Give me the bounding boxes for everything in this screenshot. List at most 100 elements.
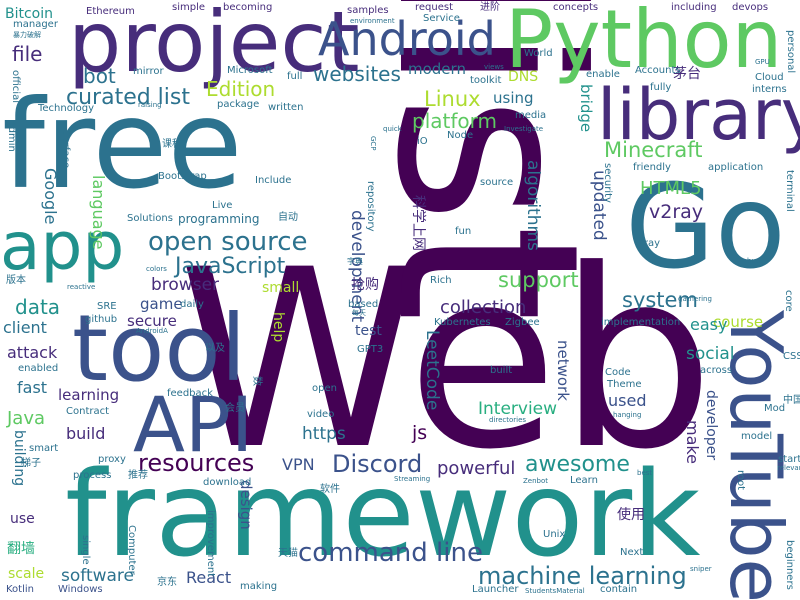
word: mirror	[133, 66, 164, 77]
word: browser	[151, 275, 220, 295]
word: reactive	[67, 283, 96, 291]
word: SRE	[97, 301, 117, 312]
word: single	[80, 535, 91, 565]
word: framework	[65, 445, 701, 583]
word: 进阶	[480, 2, 500, 13]
word: 科学上网	[410, 195, 426, 251]
word: 使用	[617, 507, 645, 523]
word: social	[686, 344, 735, 364]
word: bug	[747, 257, 761, 265]
word: request	[415, 2, 454, 13]
word: app	[0, 208, 125, 285]
word: easy	[690, 315, 728, 334]
word: Android	[318, 12, 496, 66]
word: Streaming	[394, 475, 431, 483]
word: directories	[489, 416, 527, 424]
word: Technology	[38, 103, 95, 114]
word: CSS	[783, 351, 800, 362]
word: 暴力破解	[13, 31, 41, 39]
word: Minecraft	[604, 138, 703, 162]
word: AndroidA	[136, 327, 168, 335]
word: World	[524, 48, 553, 59]
word: 每天	[352, 309, 366, 317]
word: using	[493, 89, 534, 107]
word: GPT3	[357, 344, 384, 355]
word: v2ray	[649, 201, 704, 223]
word: views	[484, 63, 504, 71]
word: interns	[752, 84, 787, 95]
word: 京东	[157, 577, 177, 588]
word: including	[671, 2, 717, 13]
word: Interview	[478, 399, 558, 419]
word: JavaScript	[175, 254, 286, 279]
word: learning	[58, 386, 120, 404]
word: personal	[785, 30, 796, 74]
word: 推荐	[128, 470, 148, 481]
word: based	[348, 299, 379, 310]
word: open	[312, 383, 337, 394]
word: Kotlin	[6, 584, 34, 595]
word: improvement	[205, 510, 216, 578]
word: 翻墙	[7, 541, 35, 557]
word: small	[262, 280, 300, 296]
word: 茅台	[673, 66, 701, 82]
word: powerful	[437, 458, 516, 479]
word: sniper	[690, 565, 712, 573]
word: smart	[29, 443, 59, 454]
word: HTML5	[640, 178, 702, 199]
word: Zenbot	[523, 477, 549, 485]
word: resources	[138, 449, 255, 477]
word: toolkit	[470, 75, 502, 86]
word: Service	[423, 13, 460, 24]
word: hanging	[613, 411, 642, 419]
word: terminal	[784, 170, 795, 212]
word: build	[66, 424, 106, 443]
word: use	[10, 511, 35, 527]
word: Xray	[637, 238, 661, 249]
word: Accounts	[635, 65, 681, 76]
word: core	[783, 290, 794, 312]
word: enable	[586, 69, 620, 80]
word: Live	[212, 200, 233, 211]
word: used	[608, 391, 647, 410]
word: Computer	[126, 525, 137, 575]
word: manager	[13, 19, 58, 30]
word: StudentsMaterial	[525, 587, 585, 595]
word: Google	[41, 168, 60, 225]
word: samples	[347, 5, 389, 16]
word: GPU	[755, 58, 770, 66]
word: application	[708, 162, 764, 173]
word: React	[186, 568, 232, 587]
word: security	[602, 163, 613, 203]
word: Zigbee	[505, 317, 540, 328]
word: friendly	[633, 162, 671, 173]
word: contain	[600, 584, 638, 595]
word: tool	[72, 295, 247, 402]
word: Solutions	[127, 213, 173, 224]
word: relevant	[777, 464, 800, 472]
word: full	[287, 71, 303, 82]
word: command line	[298, 538, 483, 568]
word: written	[268, 102, 304, 113]
word: daily	[180, 299, 204, 310]
word: Discord	[332, 450, 423, 478]
word: Kubernetes	[434, 317, 491, 328]
word: fast	[17, 378, 48, 397]
word: Microsoft	[227, 65, 273, 76]
word: Edition	[206, 77, 276, 101]
word: Bitcoin	[5, 6, 54, 22]
word: repository	[365, 181, 376, 232]
word: 自动	[278, 212, 298, 223]
word: Ethereum	[86, 6, 135, 17]
word: Go	[625, 160, 786, 295]
word: course	[713, 313, 764, 331]
word: platform	[412, 109, 497, 133]
word: scale	[8, 566, 45, 582]
word: 版本	[6, 275, 26, 286]
word: start	[778, 454, 800, 465]
word: making	[240, 581, 278, 592]
word: Windows	[58, 584, 103, 595]
word: Java	[7, 408, 46, 429]
word: Web	[178, 218, 715, 504]
word: make	[683, 420, 702, 464]
